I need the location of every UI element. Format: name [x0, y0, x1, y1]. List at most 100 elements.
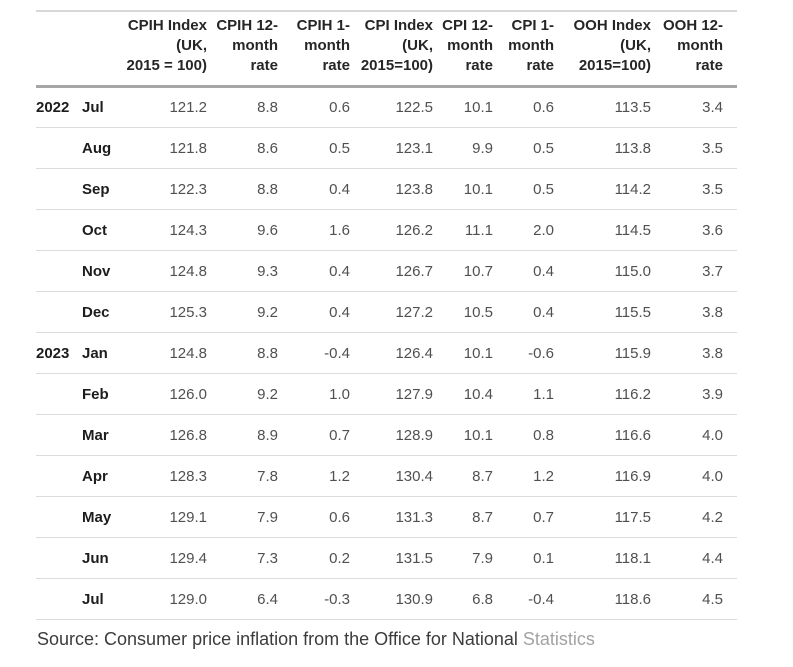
value-cell: 7.9: [207, 496, 278, 538]
table-row: Nov 124.8 9.3 0.4 126.7 10.7 0.4 115.0 3…: [36, 250, 737, 292]
value-cell: 115.9: [554, 332, 651, 374]
month-cell: Nov: [82, 250, 122, 292]
value-cell: 4.0: [651, 414, 737, 456]
table-row: Dec 125.3 9.2 0.4 127.2 10.5 0.4 115.5 3…: [36, 291, 737, 333]
month-cell: Oct: [82, 209, 122, 251]
month-column-header: [82, 11, 122, 88]
month-cell: Dec: [82, 291, 122, 333]
value-cell: 0.6: [278, 86, 350, 128]
table-row: Aug 121.8 8.6 0.5 123.1 9.9 0.5 113.8 3.…: [36, 127, 737, 169]
value-cell: 6.4: [207, 578, 278, 620]
value-cell: 4.0: [651, 455, 737, 497]
table-row: Oct 124.3 9.6 1.6 126.2 11.1 2.0 114.5 3…: [36, 209, 737, 251]
source-note-text: Source: Consumer price inflation from th…: [37, 629, 523, 649]
value-cell: 122.3: [122, 168, 207, 210]
value-cell: 0.5: [493, 127, 554, 169]
value-cell: 113.5: [554, 86, 651, 128]
value-cell: 0.5: [493, 168, 554, 210]
table-row: 2022 Jul 121.2 8.8 0.6 122.5 10.1 0.6 11…: [36, 86, 737, 128]
value-cell: 129.0: [122, 578, 207, 620]
year-cell: [36, 496, 82, 538]
value-cell: 11.1: [433, 209, 493, 251]
value-cell: 4.2: [651, 496, 737, 538]
value-cell: 0.4: [278, 168, 350, 210]
value-cell: 131.5: [350, 537, 433, 579]
value-cell: 7.3: [207, 537, 278, 579]
month-cell: Apr: [82, 455, 122, 497]
year-cell: [36, 537, 82, 579]
month-cell: Jun: [82, 537, 122, 579]
year-cell: [36, 250, 82, 292]
value-cell: 114.2: [554, 168, 651, 210]
value-cell: 1.2: [493, 455, 554, 497]
value-cell: 8.8: [207, 168, 278, 210]
value-cell: 115.0: [554, 250, 651, 292]
value-cell: 0.6: [278, 496, 350, 538]
inflation-table-page: CPIH Index (UK, 2015 = 100) CPIH 12- mont…: [36, 10, 793, 650]
table-row: May 129.1 7.9 0.6 131.3 8.7 0.7 117.5 4.…: [36, 496, 737, 538]
column-header: CPIH Index (UK, 2015 = 100): [122, 11, 207, 88]
value-cell: 7.9: [433, 537, 493, 579]
value-cell: 0.4: [493, 291, 554, 333]
value-cell: 121.8: [122, 127, 207, 169]
value-cell: 122.5: [350, 86, 433, 128]
value-cell: 10.1: [433, 86, 493, 128]
value-cell: 2.0: [493, 209, 554, 251]
value-cell: 3.5: [651, 168, 737, 210]
value-cell: -0.4: [278, 332, 350, 374]
value-cell: 113.8: [554, 127, 651, 169]
value-cell: 9.3: [207, 250, 278, 292]
value-cell: 3.7: [651, 250, 737, 292]
table-row: Jun 129.4 7.3 0.2 131.5 7.9 0.1 118.1 4.…: [36, 537, 737, 579]
year-cell: [36, 168, 82, 210]
value-cell: 10.1: [433, 414, 493, 456]
value-cell: 0.2: [278, 537, 350, 579]
value-cell: 4.5: [651, 578, 737, 620]
column-header: CPIH 1- month rate: [278, 11, 350, 88]
value-cell: 1.1: [493, 373, 554, 415]
value-cell: 3.4: [651, 86, 737, 128]
value-cell: 116.9: [554, 455, 651, 497]
value-cell: 129.1: [122, 496, 207, 538]
value-cell: 116.2: [554, 373, 651, 415]
value-cell: 1.0: [278, 373, 350, 415]
month-cell: Jan: [82, 332, 122, 374]
year-cell: [36, 578, 82, 620]
value-cell: 0.4: [278, 250, 350, 292]
value-cell: 127.2: [350, 291, 433, 333]
month-cell: Jul: [82, 86, 122, 128]
month-cell: Jul: [82, 578, 122, 620]
value-cell: 9.6: [207, 209, 278, 251]
month-cell: May: [82, 496, 122, 538]
value-cell: 10.4: [433, 373, 493, 415]
value-cell: 130.9: [350, 578, 433, 620]
table-header: CPIH Index (UK, 2015 = 100) CPIH 12- mont…: [36, 11, 737, 88]
value-cell: 128.9: [350, 414, 433, 456]
value-cell: 126.0: [122, 373, 207, 415]
value-cell: 126.8: [122, 414, 207, 456]
value-cell: 1.6: [278, 209, 350, 251]
header-row: CPIH Index (UK, 2015 = 100) CPIH 12- mont…: [36, 11, 737, 88]
value-cell: 0.6: [493, 86, 554, 128]
column-header: CPI 12- month rate: [433, 11, 493, 88]
table-row: Feb 126.0 9.2 1.0 127.9 10.4 1.1 116.2 3…: [36, 373, 737, 415]
value-cell: 4.4: [651, 537, 737, 579]
value-cell: 114.5: [554, 209, 651, 251]
year-cell: [36, 414, 82, 456]
inflation-table: CPIH Index (UK, 2015 = 100) CPIH 12- mont…: [36, 10, 737, 620]
table-row: Mar 126.8 8.9 0.7 128.9 10.1 0.8 116.6 4…: [36, 414, 737, 456]
value-cell: 0.1: [493, 537, 554, 579]
value-cell: 0.8: [493, 414, 554, 456]
value-cell: 8.8: [207, 86, 278, 128]
year-cell: [36, 373, 82, 415]
year-cell: [36, 209, 82, 251]
source-note: Source: Consumer price inflation from th…: [37, 629, 793, 650]
year-cell: [36, 455, 82, 497]
value-cell: 0.7: [278, 414, 350, 456]
value-cell: 125.3: [122, 291, 207, 333]
value-cell: 118.1: [554, 537, 651, 579]
value-cell: 10.5: [433, 291, 493, 333]
table-body: 2022 Jul 121.2 8.8 0.6 122.5 10.1 0.6 11…: [36, 86, 737, 620]
table-row: Sep 122.3 8.8 0.4 123.8 10.1 0.5 114.2 3…: [36, 168, 737, 210]
